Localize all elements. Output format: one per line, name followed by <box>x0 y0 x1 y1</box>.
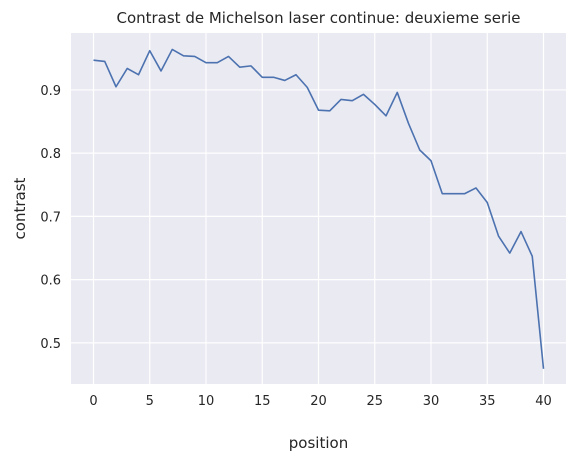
x-tick-label: 40 <box>535 394 552 409</box>
y-tick-label: 0.5 <box>40 337 61 352</box>
y-tick-label: 0.9 <box>40 84 61 99</box>
y-axis-ticks: 0.5 0.6 0.7 0.8 0.9 <box>40 84 61 352</box>
x-tick-label: 0 <box>89 394 97 409</box>
chart-title: Contrast de Michelson laser continue: de… <box>116 9 520 27</box>
x-tick-label: 30 <box>423 394 440 409</box>
x-tick-label: 25 <box>366 394 383 409</box>
y-tick-label: 0.8 <box>40 147 61 162</box>
x-tick-label: 35 <box>479 394 496 409</box>
x-axis-label: position <box>289 434 348 452</box>
x-tick-label: 15 <box>254 394 271 409</box>
x-axis-ticks: 0 5 10 15 20 25 30 35 40 <box>89 394 551 409</box>
series-line-contrast <box>93 48 545 369</box>
y-axis-label: contrast <box>11 177 29 239</box>
grid-lines <box>71 33 566 384</box>
y-tick-label: 0.6 <box>40 274 61 289</box>
x-tick-label: 20 <box>310 394 327 409</box>
y-tick-label: 0.7 <box>40 210 61 225</box>
x-tick-label: 10 <box>198 394 215 409</box>
x-tick-label: 5 <box>146 394 154 409</box>
